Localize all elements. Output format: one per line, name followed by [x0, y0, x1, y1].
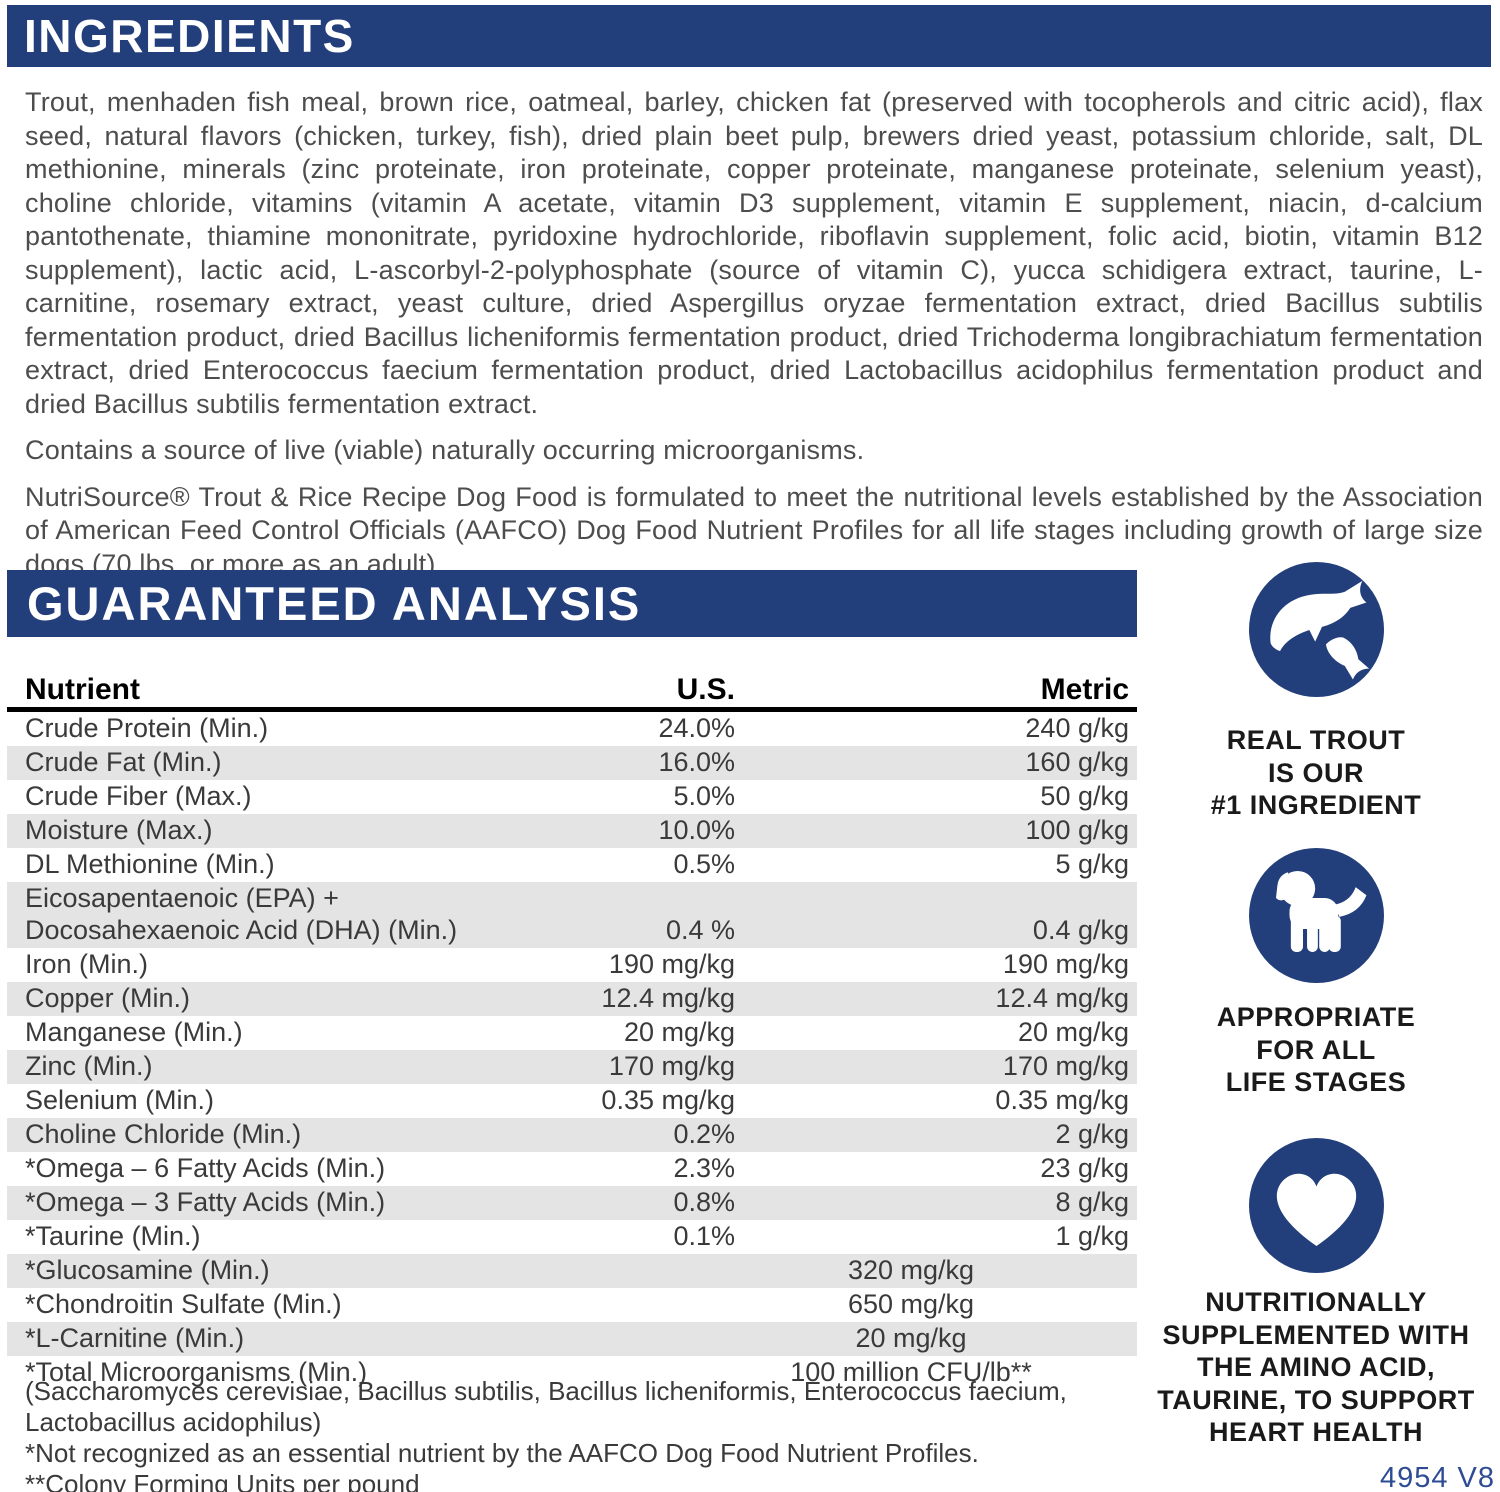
nutrient-name: *Taurine (Min.): [25, 1221, 201, 1251]
nutrient-us-value: 16.0%: [658, 747, 735, 777]
table-row: Choline Chloride (Min.) 0.2% 2 g/kg: [7, 1118, 1137, 1152]
table-row: *Total Microorganisms (Min.) 100 million …: [7, 1356, 1137, 1390]
table-row: Crude Fiber (Max.) 5.0% 50 g/kg: [7, 780, 1137, 814]
column-header-us: U.S.: [676, 673, 735, 706]
ingredients-title: INGREDIENTS: [24, 10, 355, 62]
nutrient-name: Moisture (Max.): [25, 815, 213, 845]
nutrient-merged-value: 20 mg/kg: [855, 1323, 967, 1353]
guaranteed-analysis-table: Nutrient U.S. Metric Crude Protein (Min.…: [7, 673, 1137, 1390]
table-row: Manganese (Min.) 20 mg/kg 20 mg/kg: [7, 1016, 1137, 1050]
nutrient-name: *Glucosamine (Min.): [25, 1255, 270, 1285]
nutrient-name: Selenium (Min.): [25, 1085, 215, 1115]
analysis-table-body: Crude Protein (Min.) 24.0% 240 g/kg Crude F…: [7, 712, 1137, 1390]
nutrient-us-value: 0.35 mg/kg: [601, 1085, 735, 1115]
nutrient-name: Choline Chloride (Min.): [25, 1119, 302, 1149]
nutrient-us-value: 0.8%: [673, 1187, 735, 1217]
nutrient-metric-value: 50 g/kg: [1040, 781, 1129, 811]
nutrient-name: *Omega – 3 Fatty Acids (Min.): [25, 1187, 386, 1217]
document-code: 4954 V8: [1379, 1462, 1495, 1492]
nutrient-us-value: 190 mg/kg: [608, 949, 735, 979]
table-row: Crude Protein (Min.) 24.0% 240 g/kg: [7, 712, 1137, 746]
table-row: Moisture (Max.) 10.0% 100 g/kg: [7, 814, 1137, 848]
nutrient-metric-value: 190 mg/kg: [1002, 949, 1129, 979]
nutrient-us-value: 12.4 mg/kg: [601, 983, 735, 1013]
nutrient-us-value: 0.2%: [673, 1119, 735, 1149]
nutrient-us-value: 24.0%: [658, 713, 735, 743]
nutrient-name: Crude Fat (Min.): [25, 747, 222, 777]
nutrient-us-value: 20 mg/kg: [623, 1017, 735, 1047]
table-row: Selenium (Min.) 0.35 mg/kg 0.35 mg/kg: [7, 1084, 1137, 1118]
nutrient-metric-value: 240 g/kg: [1025, 713, 1129, 743]
footnote-line: (Saccharomyces cerevisiae, Bacillus subt…: [25, 1376, 1067, 1437]
table-row: *L-Carnitine (Min.) 20 mg/kg: [7, 1322, 1137, 1356]
life-stages-badge-label: APPROPRIATE FOR ALL LIFE STAGES: [1216, 1002, 1416, 1097]
nutrient-name: *Omega – 6 Fatty Acids (Min.): [25, 1153, 386, 1183]
nutrient-name: Zinc (Min.): [25, 1051, 153, 1081]
nutrient-metric-value: 12.4 mg/kg: [995, 983, 1129, 1013]
column-header-nutrient: Nutrient: [25, 673, 140, 706]
nutrient-name: Iron (Min.): [25, 949, 149, 979]
table-row: Crude Fat (Min.) 16.0% 160 g/kg: [7, 746, 1137, 780]
nutrient-name: Crude Fiber (Max.): [25, 781, 252, 811]
nutrient-name: Eicosapentaenoic (EPA) + Docosahexaenoic…: [25, 883, 458, 945]
nutrient-us-value: 0.4 %: [665, 915, 735, 945]
aafco-statement: NutriSource® Trout & Rice Recipe Dog Foo…: [25, 481, 1483, 579]
trout-badge-label: REAL TROUT IS OUR #1 INGREDIENT: [1210, 725, 1422, 820]
nutrient-name: *Total Microorganisms (Min.): [25, 1357, 368, 1387]
nutrient-us-value: 10.0%: [658, 815, 735, 845]
nutrient-us-value: 170 mg/kg: [608, 1051, 735, 1081]
column-header-metric: Metric: [1040, 673, 1129, 706]
puppy-icon: [1249, 848, 1384, 983]
trout-icon: [1249, 562, 1384, 697]
nutrient-metric-value: 8 g/kg: [1055, 1187, 1129, 1217]
nutrient-metric-value: 170 mg/kg: [1002, 1051, 1129, 1081]
nutrient-metric-value: 5 g/kg: [1055, 849, 1129, 879]
nutrient-merged-value: 320 mg/kg: [847, 1255, 975, 1285]
nutrient-metric-value: 100 g/kg: [1025, 815, 1129, 845]
ingredients-banner: INGREDIENTS: [7, 5, 1491, 67]
table-row: *Glucosamine (Min.) 320 mg/kg: [7, 1254, 1137, 1288]
footnote-line: **Colony Forming Units per pound: [25, 1469, 420, 1492]
guaranteed-analysis-banner: GUARANTEED ANALYSIS: [7, 570, 1137, 637]
table-header-row: Nutrient U.S. Metric: [7, 673, 1137, 712]
nutrient-merged-value: 650 mg/kg: [847, 1289, 975, 1319]
ingredients-body: Trout, menhaden fish meal, brown rice, o…: [25, 87, 1483, 419]
nutrient-name: Copper (Min.): [25, 983, 191, 1013]
table-row: DL Methionine (Min.) 0.5% 5 g/kg: [7, 848, 1137, 882]
nutrient-name: DL Methionine (Min.): [25, 849, 275, 879]
footnotes: (Saccharomyces cerevisiae, Bacillus subt…: [25, 1376, 1145, 1492]
ingredients-section: Trout, menhaden fish meal, brown rice, o…: [25, 86, 1483, 581]
nutrient-us-value: 0.5%: [673, 849, 735, 879]
nutrient-us-value: 2.3%: [673, 1153, 735, 1183]
nutrient-merged-value: 100 million CFU/lb**: [790, 1357, 1032, 1387]
table-row: *Taurine (Min.) 0.1% 1 g/kg: [7, 1220, 1137, 1254]
nutrient-us-value: 5.0%: [673, 781, 735, 811]
nutrient-name: Crude Protein (Min.): [25, 713, 269, 743]
nutrient-name: *L-Carnitine (Min.): [25, 1323, 245, 1353]
microorganisms-note: Contains a source of live (viable) natur…: [25, 435, 865, 465]
guaranteed-analysis-title: GUARANTEED ANALYSIS: [27, 577, 642, 630]
nutrient-us-value: 0.1%: [673, 1221, 735, 1251]
nutrient-name: Manganese (Min.): [25, 1017, 243, 1047]
nutrient-metric-value: 0.4 g/kg: [1032, 915, 1129, 945]
footnote-line: *Not recognized as an essential nutrient…: [25, 1438, 979, 1468]
table-row: Iron (Min.) 190 mg/kg 190 mg/kg: [7, 948, 1137, 982]
heart-health-badge-label: NUTRITIONALLY SUPPLEMENTED WITH THE AMIN…: [1157, 1287, 1475, 1447]
table-row: Zinc (Min.) 170 mg/kg 170 mg/kg: [7, 1050, 1137, 1084]
table-row: *Omega – 6 Fatty Acids (Min.) 2.3% 23 g/kg: [7, 1152, 1137, 1186]
table-row: Eicosapentaenoic (EPA) + Docosahexaenoic…: [7, 882, 1137, 948]
nutrient-metric-value: 1 g/kg: [1055, 1221, 1129, 1251]
table-row: Copper (Min.) 12.4 mg/kg 12.4 mg/kg: [7, 982, 1137, 1016]
nutrient-metric-value: 0.35 mg/kg: [995, 1085, 1129, 1115]
nutrient-name: *Chondroitin Sulfate (Min.): [25, 1289, 342, 1319]
nutrient-metric-value: 23 g/kg: [1040, 1153, 1129, 1183]
table-row: *Chondroitin Sulfate (Min.) 650 mg/kg: [7, 1288, 1137, 1322]
table-row: *Omega – 3 Fatty Acids (Min.) 0.8% 8 g/kg: [7, 1186, 1137, 1220]
heart-icon: [1249, 1138, 1384, 1273]
nutrient-metric-value: 160 g/kg: [1025, 747, 1129, 777]
nutrient-metric-value: 2 g/kg: [1055, 1119, 1129, 1149]
nutrient-metric-value: 20 mg/kg: [1017, 1017, 1129, 1047]
